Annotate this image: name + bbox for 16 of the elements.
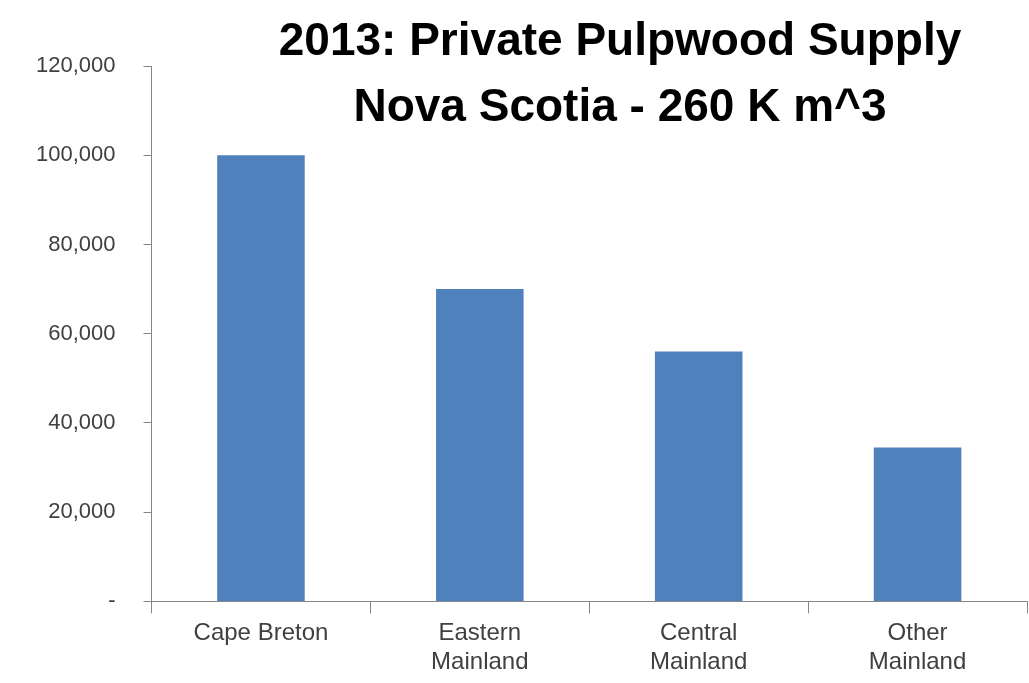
y-tick-label: 120,000 <box>35 52 116 78</box>
bar <box>436 289 524 601</box>
bar <box>654 351 743 601</box>
y-tick-label: 60,000 <box>48 319 116 345</box>
bar <box>873 447 962 601</box>
y-tick-label: 20,000 <box>48 498 116 524</box>
x-tick-label: Cape Breton <box>193 618 329 646</box>
y-tick-label: 100,000 <box>35 141 116 167</box>
x-tick-label: Other Mainland <box>868 618 967 675</box>
y-tick-label: - <box>108 587 116 613</box>
y-tick-label: 40,000 <box>48 409 116 434</box>
x-tick-label: Eastern Mainland <box>431 618 529 675</box>
x-tick-label: Central Mainland <box>649 618 748 675</box>
chart-title: 2013: Private Pulpwood Supply Nova Scotia - 260 K m^3 <box>278 12 962 131</box>
y-tick-label: 80,000 <box>48 230 116 256</box>
bar <box>217 155 305 601</box>
